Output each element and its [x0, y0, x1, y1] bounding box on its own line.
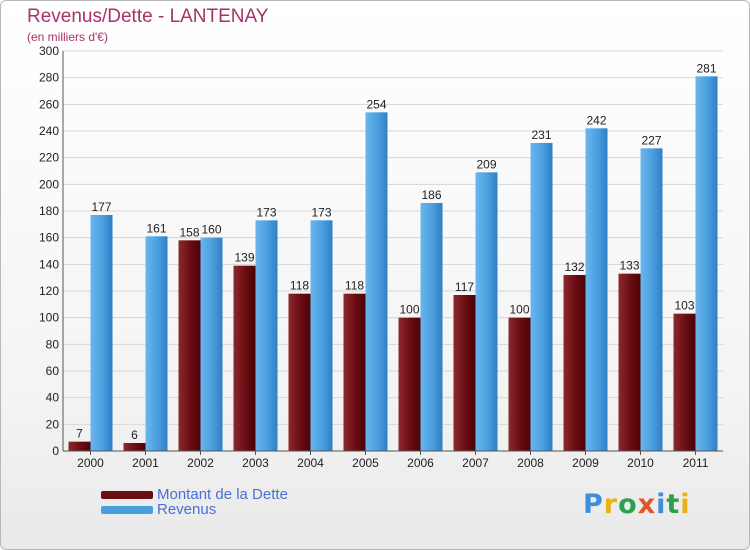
y-tick-label: 220 — [39, 151, 59, 165]
debt-value-label: 7 — [76, 427, 83, 441]
debt-value-label: 100 — [509, 303, 529, 317]
revenus-bar — [310, 220, 333, 451]
debt-value-label: 139 — [234, 251, 254, 265]
y-tick-label: 180 — [39, 204, 59, 218]
revenus-value-label: 177 — [91, 200, 111, 214]
logo-letter: i — [680, 489, 691, 520]
revenus-value-label: 161 — [146, 221, 166, 235]
y-tick-label: 160 — [39, 231, 59, 245]
y-tick-label: 0 — [52, 444, 59, 458]
y-tick-label: 100 — [39, 311, 59, 325]
revenus-value-label: 173 — [311, 205, 331, 219]
debt-bar — [398, 317, 421, 451]
debt-value-label: 117 — [455, 280, 474, 294]
revenus-bar — [585, 128, 608, 451]
debt-bar — [233, 265, 256, 451]
revenus-value-label: 281 — [696, 61, 716, 75]
x-tick-label: 2006 — [407, 456, 434, 470]
revenus-bar — [695, 76, 718, 451]
debt-bar — [288, 293, 311, 451]
y-tick-label: 200 — [39, 177, 59, 191]
debt-bar — [618, 273, 641, 451]
x-tick-label: 2002 — [187, 456, 214, 470]
y-tick-label: 40 — [46, 391, 60, 405]
logo-letter: x — [637, 489, 657, 520]
debt-value-label: 133 — [619, 259, 639, 273]
chart-subtitle: (en milliers d'€) — [27, 30, 108, 44]
logo-letter: P — [583, 489, 604, 520]
y-tick-label: 240 — [39, 124, 59, 138]
x-tick-label: 2008 — [517, 456, 544, 470]
debt-value-label: 118 — [345, 279, 364, 293]
y-tick-label: 20 — [46, 417, 60, 431]
proxiti-logo: Proxiti — [583, 489, 691, 520]
y-tick-label: 280 — [39, 71, 59, 85]
debt-bar — [68, 441, 91, 451]
x-tick-label: 2004 — [297, 456, 324, 470]
logo-letter: t — [666, 489, 681, 520]
revenus-bar — [640, 148, 663, 452]
x-tick-label: 2007 — [462, 456, 489, 470]
legend-label-debt: Montant de la Dette — [157, 486, 288, 503]
x-tick-label: 2003 — [242, 456, 269, 470]
revenus-bar — [255, 220, 278, 451]
legend-label-revenus: Revenus — [157, 501, 217, 518]
debt-bar — [343, 293, 366, 451]
revenus-value-label: 242 — [586, 113, 606, 127]
debt-value-label: 158 — [179, 225, 199, 239]
debt-bar — [178, 240, 201, 451]
revenus-value-label: 173 — [256, 205, 276, 219]
logo-letter: o — [618, 489, 638, 520]
debt-bar — [453, 295, 476, 451]
debt-value-label: 118 — [290, 279, 309, 293]
x-tick-label: 2001 — [132, 456, 159, 470]
revenus-value-label: 227 — [641, 133, 661, 147]
x-tick-label: 2005 — [352, 456, 379, 470]
y-tick-label: 260 — [39, 97, 59, 111]
y-tick-label: 80 — [46, 337, 60, 351]
revenus-value-label: 209 — [476, 157, 496, 171]
debt-value-label: 6 — [131, 428, 138, 442]
revenus-bar — [200, 237, 223, 451]
y-tick-label: 300 — [39, 44, 59, 58]
logo-letter: i — [656, 489, 667, 520]
debt-bar — [673, 313, 696, 451]
legend-swatch-revenus — [101, 506, 153, 514]
x-tick-label: 2000 — [77, 456, 104, 470]
x-tick-label: 2011 — [683, 456, 709, 470]
x-tick-label: 2010 — [627, 456, 654, 470]
y-tick-label: 120 — [39, 284, 59, 298]
debt-bar — [123, 443, 146, 451]
y-tick-label: 140 — [39, 257, 59, 271]
revenus-bar — [475, 172, 498, 452]
logo-letter: r — [603, 489, 619, 520]
debt-value-label: 103 — [674, 299, 694, 313]
debt-bar — [508, 317, 531, 451]
y-tick-label: 60 — [46, 364, 60, 378]
debt-bar — [563, 275, 586, 451]
revenus-bar — [145, 236, 168, 451]
revenus-bar — [420, 203, 443, 451]
revenus-bar — [90, 215, 113, 451]
revenus-bar — [365, 112, 388, 451]
revenus-value-label: 254 — [366, 97, 386, 111]
revenus-value-label: 160 — [201, 223, 221, 237]
x-tick-label: 2009 — [572, 456, 599, 470]
revenus-value-label: 231 — [531, 128, 551, 142]
chart-title: Revenus/Dette - LANTENAY — [27, 6, 269, 27]
debt-value-label: 100 — [399, 303, 419, 317]
revenus-bar — [530, 143, 553, 451]
debt-value-label: 132 — [564, 260, 584, 274]
legend-swatch-debt — [101, 491, 153, 499]
revenus-value-label: 186 — [421, 188, 441, 202]
